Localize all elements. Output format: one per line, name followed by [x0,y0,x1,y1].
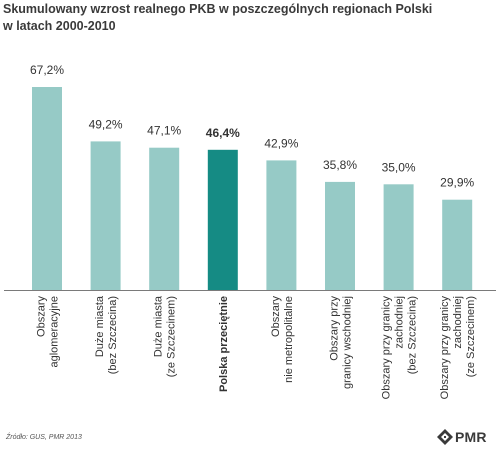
category-label-7-line-2: (ze Szczecinem) [465,296,477,377]
source-note: Źródło: GUS, PMR 2013 [6,434,82,441]
category-label-3: Polska przeciętnie [218,296,230,392]
value-label-3: 46,4% [206,126,240,140]
category-label-7: Obszary przy granicy zachodniej (ze Szczec… [439,296,477,400]
pmr-logo: PMR [437,428,497,446]
category-label-2-line-0: Duże miasta [153,295,165,357]
category-label-6-line-1: zachodniej [394,296,406,349]
bar-1 [90,141,121,290]
bar-7 [442,199,473,290]
value-label-0: 67,2% [30,63,64,77]
chart-title-line-1: Skumulowany wzrost realnego PKB w poszcz… [3,2,433,16]
category-label-7-line-0: Obszary przy granicy [439,296,451,400]
category-label-4-line-0: Obszary [270,296,282,337]
category-label-0: Obszary aglomeracyjne [36,296,61,368]
value-label-7: 29,9% [440,176,474,190]
category-label-5: Obszary przy granicy wschodniej [329,296,354,389]
bar-4 [266,160,297,290]
category-label-5-line-0: Obszary przy [329,296,341,361]
category-label-1: Duże miasta (bez Szczecina) [94,295,119,374]
chart-title-line-2: w latach 2000-2010 [3,19,116,33]
category-label-1-line-0: Duże miasta [94,295,106,357]
value-label-2: 47,1% [147,124,181,138]
value-label-5: 35,8% [323,158,357,172]
category-label-1-line-1: (bez Szczecina) [107,296,119,374]
category-label-6: Obszary przy granicy zachodniej (bez Szcze… [381,296,419,400]
bar-6 [383,184,414,290]
category-label-4-line-1: nie metropolitalne [283,296,295,383]
category-label-5-line-1: granicy wschodniej [342,296,354,389]
bar-3 [207,149,238,290]
category-label-4: Obszary nie metropolitalne [270,296,295,383]
category-label-2: Duże miasta (ze Szczecinem) [153,295,178,377]
category-label-0-line-1: aglomeracyjne [49,296,61,368]
category-label-0-line-0: Obszary [36,296,48,337]
bar-5 [325,181,355,290]
category-label-3-line-0: Polska przeciętnie [218,296,230,392]
value-label-4: 42,9% [264,136,298,150]
value-label-6: 35,0% [382,160,416,174]
category-label-6-line-2: (bez Szczecina) [407,296,419,374]
bar-2 [149,147,180,290]
category-label-6-line-0: Obszary przy granicy [381,296,393,400]
value-label-1: 49,2% [89,117,123,131]
category-label-2-line-1: (ze Szczecinem) [166,296,178,377]
chart-title: Skumulowany wzrost realnego PKB w poszcz… [3,1,483,35]
category-label-7-line-1: zachodniej [452,296,464,349]
pmr-logo-icon [437,429,453,445]
pmr-logo-text: PMR [455,429,487,445]
bar-0 [32,87,62,290]
